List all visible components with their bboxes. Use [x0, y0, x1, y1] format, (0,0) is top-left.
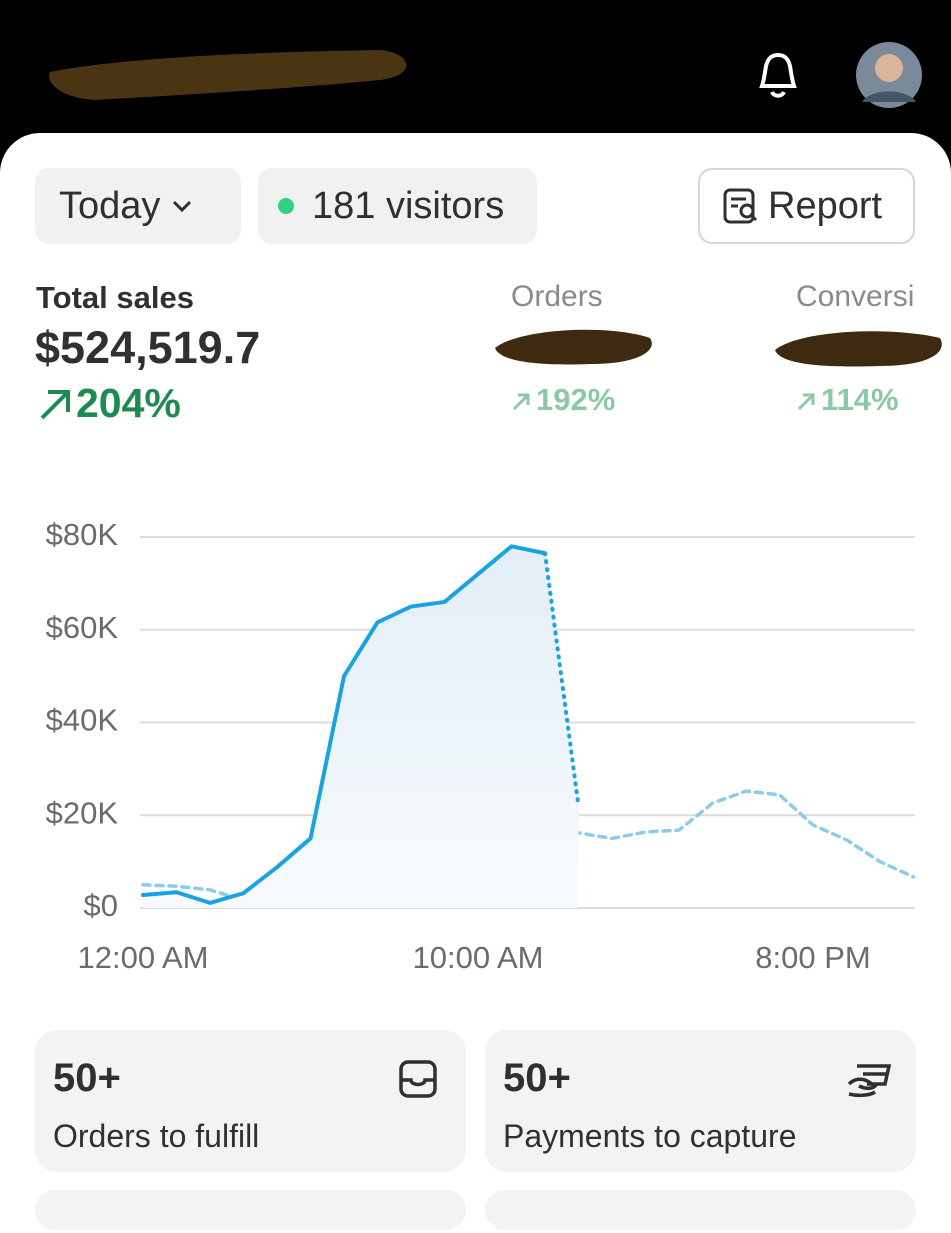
visitors-filter[interactable]: 181 visitors — [258, 168, 537, 244]
x-tick-label: 12:00 AM — [78, 940, 209, 975]
metric-change-value: 192% — [536, 382, 616, 417]
metric-value: $524,519.7 — [35, 322, 261, 373]
y-tick-label: $40K — [46, 703, 119, 738]
orders-card[interactable]: 50+ Orders to fulfill — [35, 1030, 466, 1172]
y-tick-label: $20K — [46, 795, 119, 830]
line — [141, 544, 547, 905]
x-tick-label: 8:00 PM — [755, 940, 870, 975]
inbox-icon — [399, 1060, 437, 1098]
card-value: 50+ — [53, 1056, 121, 1100]
metric-change-value: 204% — [76, 380, 181, 426]
y-tick-label: $60K — [46, 610, 119, 645]
up-arrow — [797, 393, 815, 411]
redacted-store-name — [49, 50, 407, 100]
page: Today 181 visitors Report Total sales $5… — [0, 42, 951, 1233]
up-arrow — [40, 389, 70, 419]
redacted-value — [775, 331, 942, 367]
card-value: 50+ — [503, 1056, 571, 1100]
metric-label[interactable]: Total sales — [36, 280, 194, 315]
payments-card[interactable]: 50+ Payments to capture — [485, 1030, 916, 1172]
line-incomplete — [543, 551, 581, 808]
avatar-face — [875, 54, 903, 82]
metric-change-value: 114% — [821, 382, 899, 417]
visitors-label: 181 visitors — [312, 184, 505, 227]
next-card[interactable] — [485, 1190, 916, 1230]
metric-change: 204% — [36, 380, 181, 427]
live-dot — [278, 198, 294, 214]
bell-icon[interactable] — [759, 52, 797, 98]
metric-change: 192% — [510, 382, 615, 418]
report-button[interactable]: Report — [698, 168, 915, 244]
avatar-body — [862, 91, 916, 102]
up-arrow — [512, 393, 530, 411]
report-label: Report — [768, 184, 883, 227]
metric-label[interactable]: Orders — [511, 280, 603, 313]
metric-label[interactable]: Conversi — [796, 280, 915, 313]
metric-change: 114% — [795, 382, 899, 418]
card-label: Payments to capture — [503, 1118, 797, 1154]
area — [143, 546, 579, 908]
card-label: Orders to fulfill — [53, 1118, 260, 1154]
x-tick-label: 10:00 AM — [413, 940, 544, 975]
sales-chart: $0 $20K $40K $60K $80K 12:00 AM 10:00 AM 8:00 P… — [46, 517, 916, 975]
y-tick-label: $80K — [46, 517, 119, 552]
top-bar — [49, 42, 922, 108]
period-filter[interactable]: Today — [35, 168, 241, 244]
next-card[interactable] — [35, 1190, 466, 1230]
chevron-icon — [173, 200, 192, 213]
report-icon — [723, 188, 758, 224]
y-tick-label: $0 — [84, 888, 118, 923]
payment-icon — [847, 1064, 892, 1098]
redacted-value — [495, 329, 652, 365]
period-label: Today — [59, 184, 161, 227]
